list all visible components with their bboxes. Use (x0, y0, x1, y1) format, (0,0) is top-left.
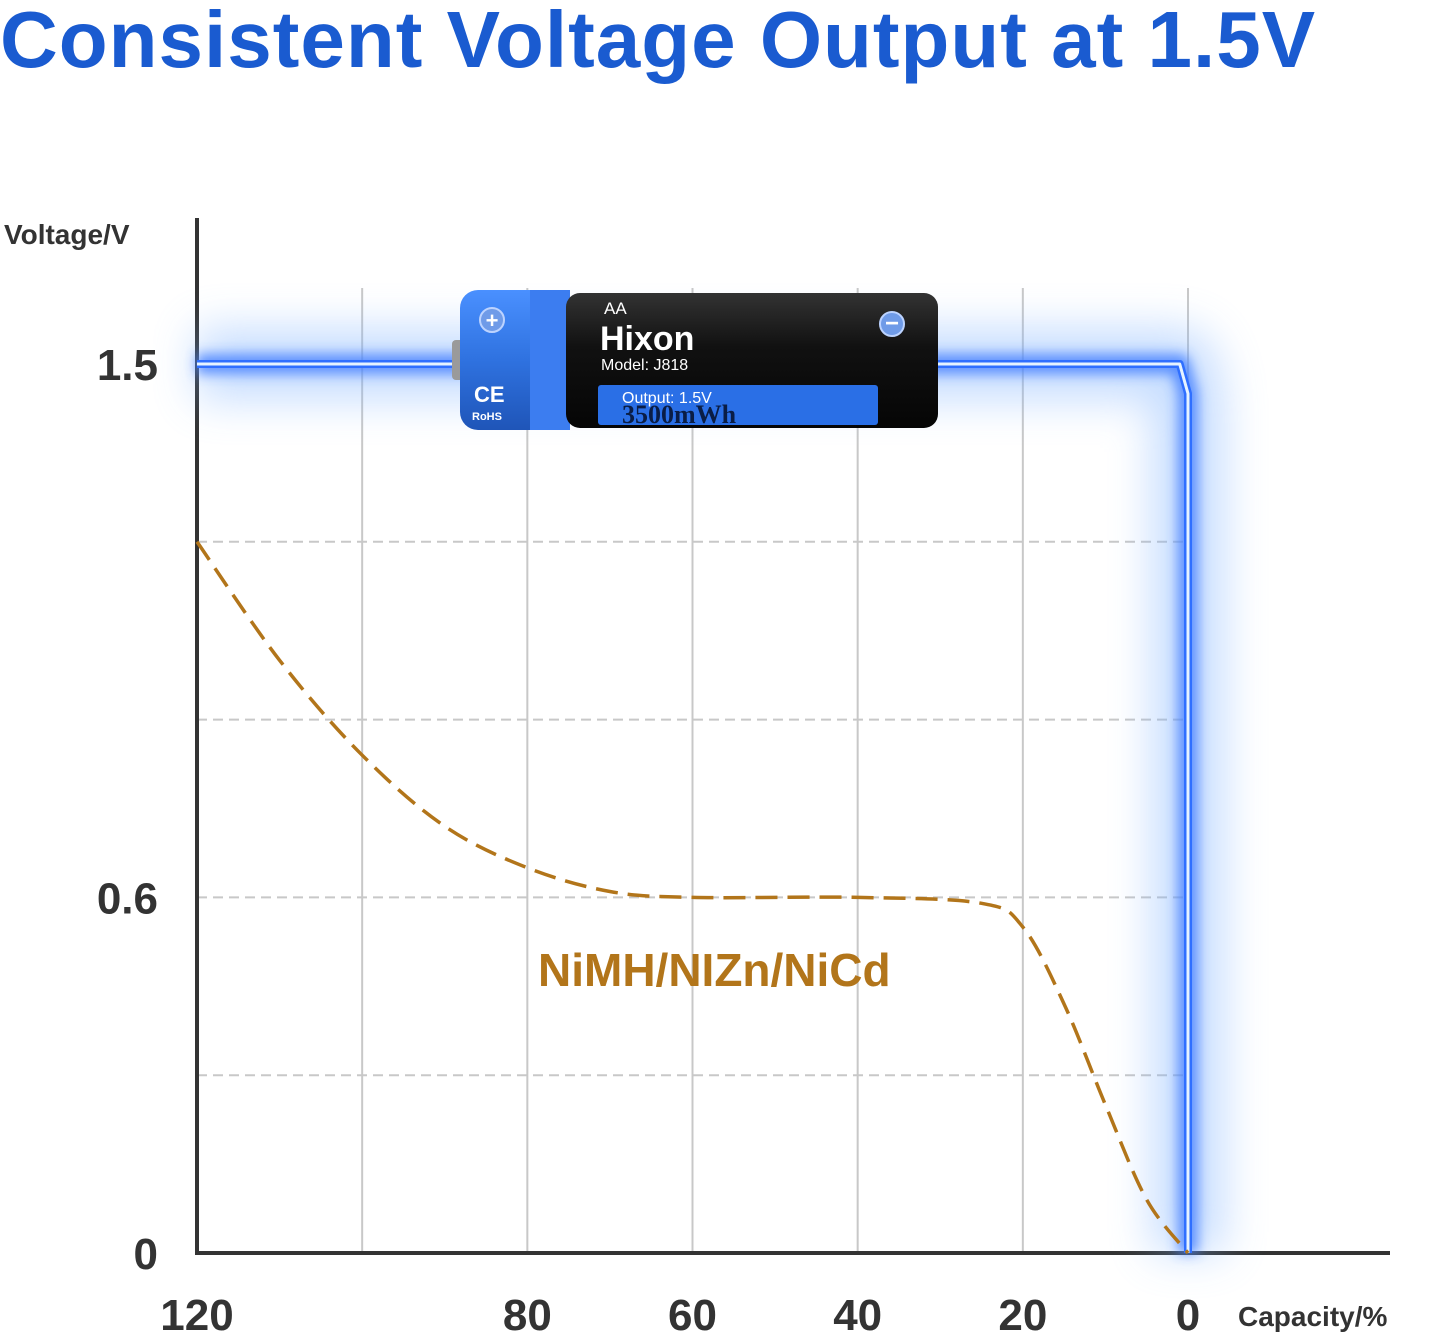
y-tick-label: 0.6 (97, 874, 158, 923)
minus-icon-glyph: − (885, 310, 899, 337)
y-axis-label: Voltage/V (4, 219, 130, 250)
battery-cert-ce: CE (474, 382, 505, 407)
nimh-line (195, 540, 1190, 1255)
grid (197, 288, 1189, 1253)
battery-illustration: + − CE RoHS AA Hixon Model: J818 Output:… (452, 290, 938, 430)
x-tick-label: 60 (668, 1291, 717, 1337)
x-axis-label: Capacity/% (1238, 1301, 1387, 1332)
y-tick-label: 0 (134, 1230, 158, 1279)
chart-title: Consistent Voltage Output at 1.5V (0, 0, 1317, 84)
y-tick-label: 1.5 (97, 341, 158, 390)
x-tick-label: 40 (833, 1291, 882, 1337)
battery-output: Output: 1.5V (622, 390, 712, 407)
battery-blue-band (530, 290, 570, 430)
x-tick-label: 120 (160, 1291, 233, 1337)
minus-icon (879, 311, 905, 337)
series-label-nimh: NiMH/NIZn/NiCd (538, 944, 891, 996)
plus-icon (479, 307, 505, 333)
battery-model: Model: J818 (601, 357, 688, 374)
battery-size: AA (604, 299, 627, 318)
x-tick-label: 0 (1176, 1291, 1200, 1337)
x-tick-label: 80 (503, 1291, 552, 1337)
labels: Voltage/V Capacity/% NiMH/NIZn/NiCd (4, 219, 1387, 1332)
battery-cert-rohs: RoHS (472, 411, 502, 423)
plus-icon-glyph: + (486, 308, 499, 333)
battery-label-panel (598, 385, 878, 425)
battery-brand: Hixon (600, 320, 694, 358)
battery-capacity: 3500mWh (622, 400, 737, 429)
x-tick-label: 20 (998, 1291, 1047, 1337)
